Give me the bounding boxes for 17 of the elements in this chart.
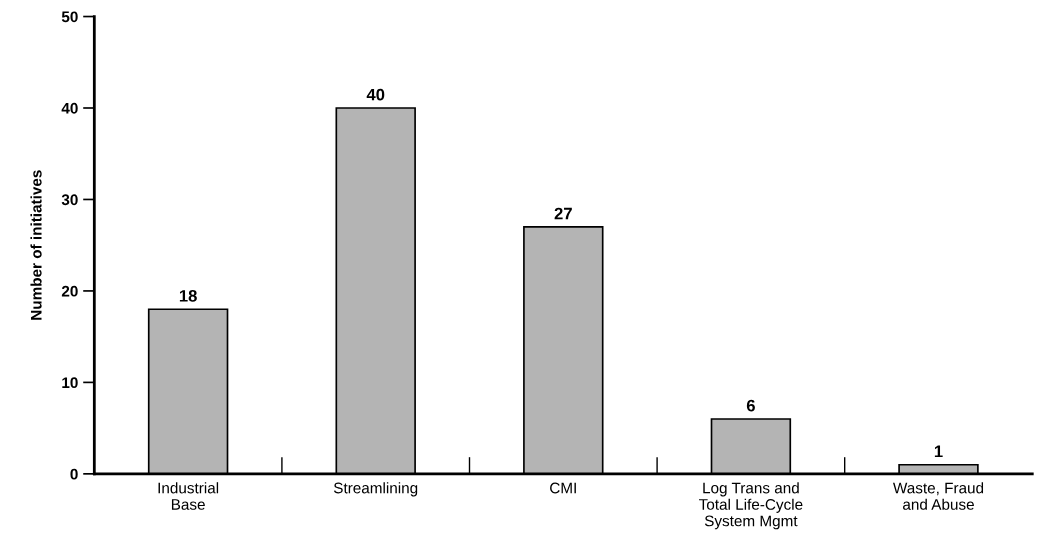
y-tick-label: 50 xyxy=(61,11,78,23)
y-tick-label: 20 xyxy=(61,285,78,297)
x-tick-label: Log Trans and Total Life-Cycle System Mgmt xyxy=(699,482,803,530)
data-label: 27 xyxy=(554,207,572,220)
y-axis-title: Number of initiatives xyxy=(30,170,42,320)
data-label: 18 xyxy=(179,289,197,302)
y-tick-label: 40 xyxy=(61,102,78,114)
data-label: 6 xyxy=(746,399,755,412)
y-tick-label: 30 xyxy=(61,194,78,206)
x-tick-label: Streamlining xyxy=(333,482,418,497)
y-tick-label: 10 xyxy=(62,377,78,389)
x-tick-label: Waste, Fraud and Abuse xyxy=(892,482,984,510)
y-tick-label: 0 xyxy=(70,468,78,480)
data-label: 1 xyxy=(934,445,943,458)
data-label: 40 xyxy=(366,88,385,101)
x-tick-label: Industrial Base xyxy=(158,482,219,510)
x-tick-label: CMI xyxy=(550,482,576,494)
